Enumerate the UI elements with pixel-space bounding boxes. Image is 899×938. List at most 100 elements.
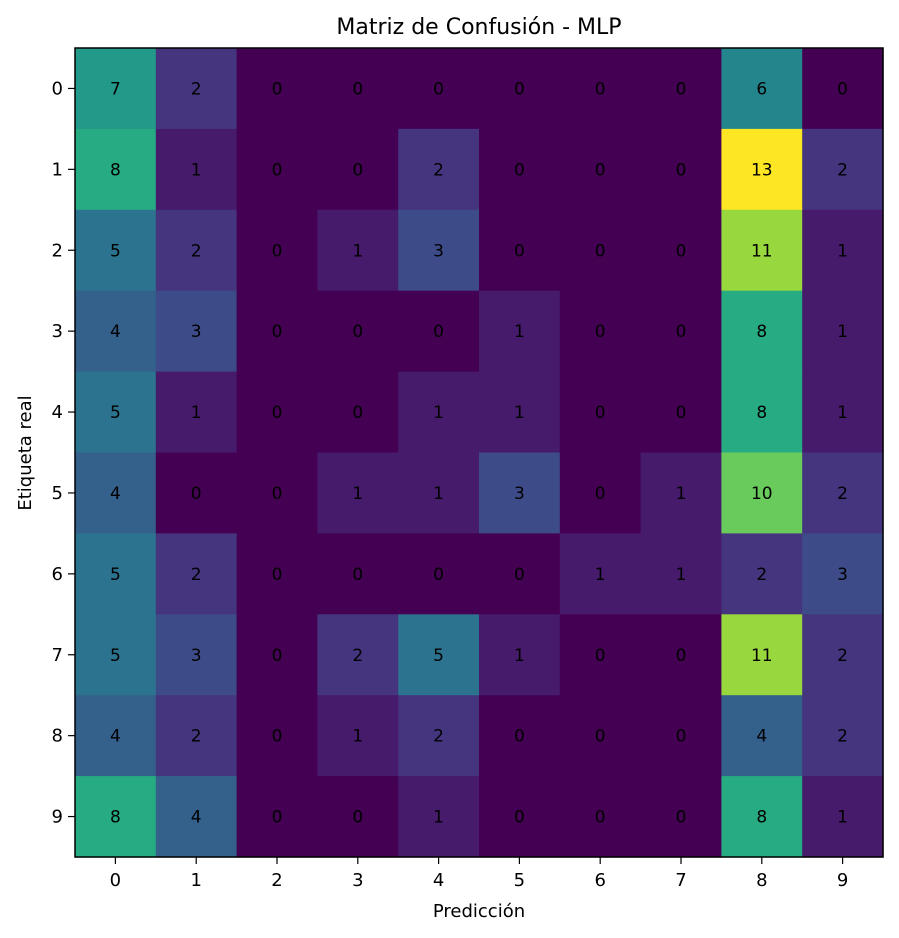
heatmap-cell <box>559 614 642 696</box>
cell-value-label: 0 <box>433 322 444 342</box>
cell-value-label: 0 <box>676 241 687 261</box>
cell-value-label: 8 <box>756 403 767 423</box>
heatmap-cell <box>559 371 642 454</box>
cell-value-label: 4 <box>191 808 202 828</box>
cell-value-label: 0 <box>272 160 283 180</box>
heatmap-cell <box>155 290 238 373</box>
cell-value-label: 0 <box>514 79 525 99</box>
cell-value-labels: 7 2 0 0 0 0 0 0 6 08 1 0 0 2 0 0 0 13 25 2 0 1 3 0 0 0 11 14 3 0 0 0 1 0 0… <box>110 79 848 827</box>
heatmap-cell <box>802 695 884 777</box>
heatmap-cell <box>398 209 480 292</box>
heatmap-cell <box>236 290 318 373</box>
heatmap-cell <box>75 209 157 292</box>
heatmap-cell <box>155 48 238 130</box>
heatmap-cell <box>479 695 561 777</box>
heatmap-cell <box>721 533 803 615</box>
heatmap-cell <box>398 614 480 696</box>
cell-value-label: 3 <box>191 322 202 342</box>
cell-value-label: 4 <box>110 727 121 747</box>
heatmap-cell <box>155 128 238 211</box>
heatmap-cell <box>236 695 318 777</box>
heatmap-cell <box>640 371 722 454</box>
cell-value-label: 1 <box>352 241 363 261</box>
cell-value-label: 5 <box>110 646 121 666</box>
heatmap-cell <box>802 371 884 454</box>
heatmap-cell <box>398 371 480 454</box>
heatmap-cell <box>317 371 399 454</box>
cell-value-label: 0 <box>595 727 606 747</box>
cell-value-label: 13 <box>751 160 773 180</box>
cell-value-label: 0 <box>676 160 687 180</box>
heatmap-cell <box>398 128 480 211</box>
heatmap-cell <box>236 614 318 696</box>
heatmap-cell <box>721 209 803 292</box>
x-tick-label: 0 <box>110 870 121 891</box>
cell-value-label: 10 <box>751 484 773 504</box>
heatmap-cell <box>479 290 561 373</box>
heatmap-cell <box>398 533 480 615</box>
cell-value-label: 0 <box>433 565 444 585</box>
cell-value-label: 0 <box>352 79 363 99</box>
heatmap-cells <box>75 48 884 858</box>
cell-value-label: 0 <box>676 646 687 666</box>
heatmap-cell <box>236 533 318 615</box>
heatmap-cell <box>317 128 399 211</box>
cell-value-label: 0 <box>595 484 606 504</box>
heatmap-cell <box>479 614 561 696</box>
cell-value-label: 5 <box>433 646 444 666</box>
heatmap-cell <box>721 614 803 696</box>
heatmap-cell <box>317 209 399 292</box>
x-axis-label: Predicción <box>433 901 525 922</box>
heatmap-cell <box>317 614 399 696</box>
cell-value-label: 0 <box>272 79 283 99</box>
heatmap-cell <box>236 371 318 454</box>
cell-value-label: 1 <box>676 484 687 504</box>
cell-value-label: 0 <box>514 808 525 828</box>
cell-value-label: 0 <box>272 646 283 666</box>
x-tick-label: 3 <box>352 870 363 891</box>
cell-value-label: 0 <box>191 484 202 504</box>
heatmap-cell <box>640 695 722 777</box>
x-tick-label: 7 <box>675 870 686 891</box>
cell-value-label: 1 <box>837 808 848 828</box>
heatmap-cell <box>479 371 561 454</box>
y-tick-label: 3 <box>52 321 63 342</box>
heatmap-cell <box>559 776 642 858</box>
heatmap-cell <box>75 48 157 130</box>
cell-value-label: 0 <box>595 646 606 666</box>
x-tick-label: 1 <box>190 870 201 891</box>
y-tick-label: 0 <box>52 78 63 99</box>
cell-value-label: 2 <box>191 79 202 99</box>
cell-value-label: 3 <box>191 646 202 666</box>
cell-value-label: 1 <box>433 403 444 423</box>
cell-value-label: 0 <box>676 727 687 747</box>
heatmap-cell <box>640 209 722 292</box>
heatmap-cell <box>802 209 884 292</box>
heatmap-cell <box>75 290 157 373</box>
cell-value-label: 2 <box>837 646 848 666</box>
cell-value-label: 1 <box>595 565 606 585</box>
cell-value-label: 0 <box>352 160 363 180</box>
cell-value-label: 0 <box>352 565 363 585</box>
y-tick-label: 1 <box>52 159 63 180</box>
heatmap-cell <box>155 533 238 615</box>
heatmap-cell <box>155 452 238 534</box>
cell-value-label: 2 <box>191 241 202 261</box>
cell-value-label: 6 <box>756 79 767 99</box>
heatmap-cell <box>802 533 884 615</box>
heatmap-cell <box>721 695 803 777</box>
x-tick-label: 6 <box>594 870 605 891</box>
y-tick-label: 2 <box>52 240 63 261</box>
heatmap-cell <box>802 614 884 696</box>
heatmap-cell <box>559 452 642 534</box>
cell-value-label: 7 <box>110 79 121 99</box>
cell-value-label: 8 <box>756 808 767 828</box>
cell-value-label: 11 <box>751 241 773 261</box>
heatmap-cell <box>155 695 238 777</box>
cell-value-label: 1 <box>191 403 202 423</box>
cell-value-label: 0 <box>595 160 606 180</box>
x-tick-label: 2 <box>271 870 282 891</box>
heatmap-cell <box>479 533 561 615</box>
heatmap-cell <box>398 290 480 373</box>
